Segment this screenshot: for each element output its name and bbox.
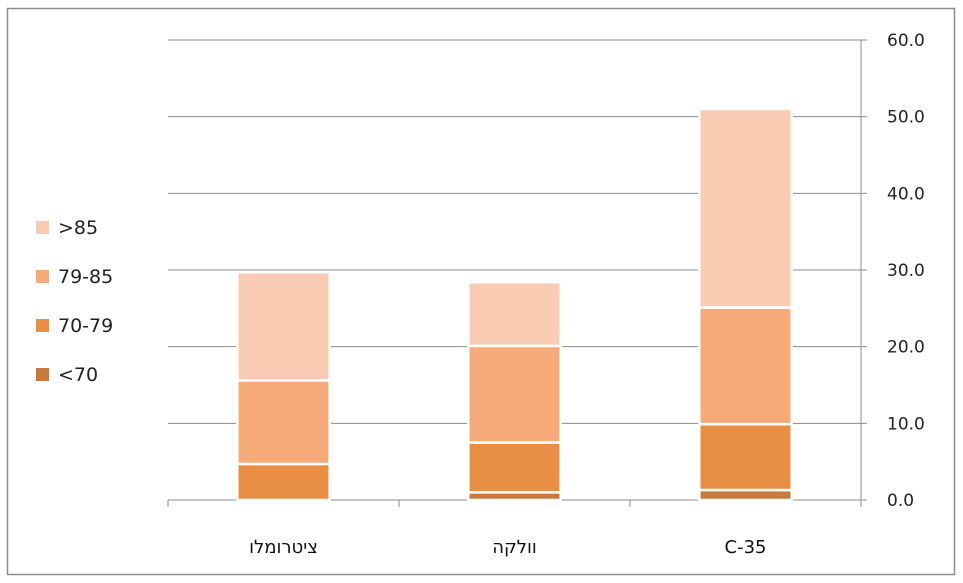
y-tick-label: 40.0 (887, 184, 925, 204)
y-tick-label: 30.0 (887, 261, 925, 281)
bar-segment (236, 271, 331, 382)
bar-segment (698, 107, 793, 309)
x-category-label: C-35 (725, 537, 767, 558)
legend-label: 70-79 (58, 315, 113, 337)
y-tick-label: 20.0 (887, 338, 925, 358)
x-category-label: וולקה (492, 537, 537, 558)
y-tick-label: 10.0 (887, 414, 925, 434)
bar-segment (698, 488, 793, 502)
y-tick-label: 60.0 (887, 31, 925, 51)
x-category-label: ציטרומלו (249, 537, 318, 558)
y-tick-label: 50.0 (887, 108, 925, 128)
bar-segment (467, 281, 562, 348)
legend: >85 79-85 70-79 <70 (36, 217, 113, 386)
bar-segment (236, 379, 331, 466)
legend-label: >85 (58, 217, 98, 239)
bars (236, 107, 793, 502)
axis-labels: 0.0 10.0 20.0 30.0 40.0 50.0 60.0 ציטרומלו וולקה… (249, 31, 925, 558)
legend-swatch (36, 319, 49, 332)
legend-swatch (36, 368, 49, 381)
bar-segment (467, 344, 562, 444)
bar-segment (698, 306, 793, 426)
legend-swatch (36, 221, 49, 234)
y-tick-label: 0.0 (887, 491, 914, 511)
bar-segment (698, 422, 793, 492)
legend-swatch (36, 270, 49, 283)
bar-segment (467, 441, 562, 494)
bar-segment (236, 462, 331, 502)
legend-label: <70 (58, 364, 98, 386)
legend-label: 79-85 (58, 266, 113, 288)
